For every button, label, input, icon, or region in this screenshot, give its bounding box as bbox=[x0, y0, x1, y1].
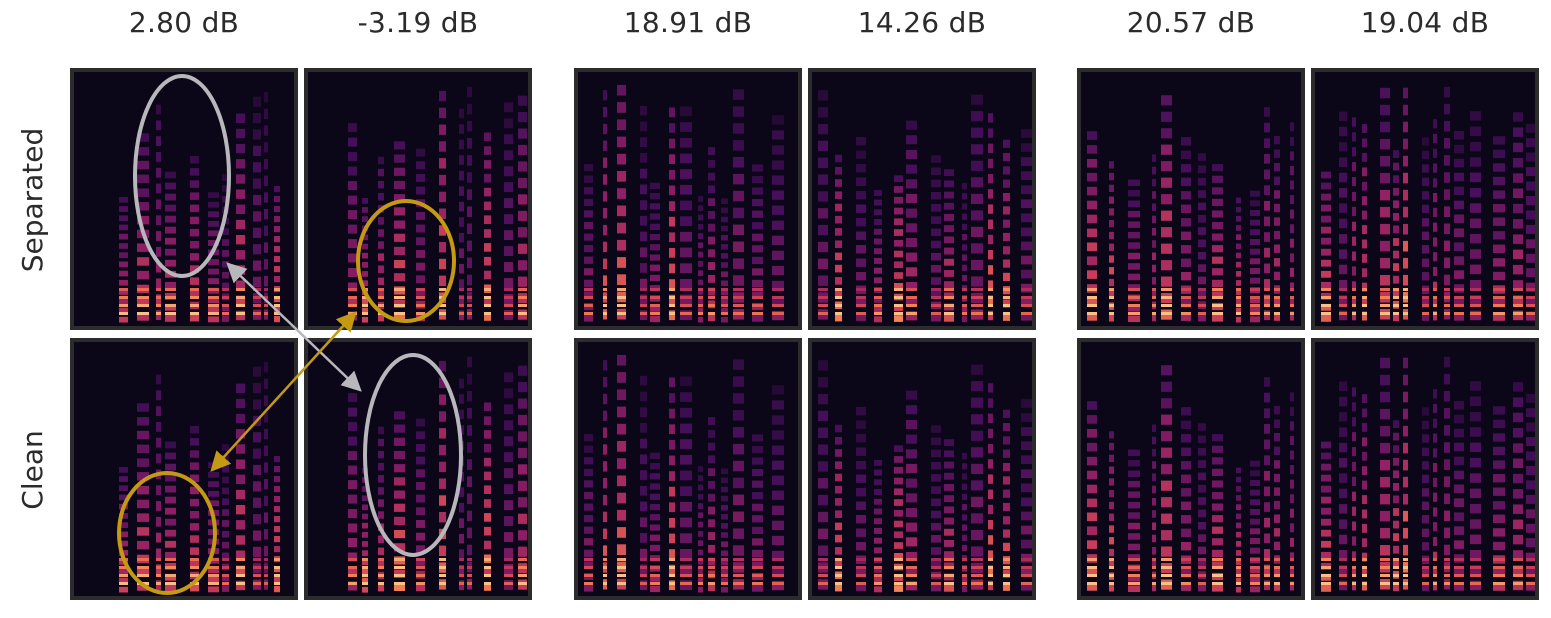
spectrogram-separated-3 bbox=[574, 68, 802, 330]
spectrogram-separated-5 bbox=[1077, 68, 1305, 330]
column-title-6: 19.04 dB bbox=[1360, 6, 1490, 39]
spectrogram-clean-5 bbox=[1077, 338, 1305, 600]
spectrogram-clean-4 bbox=[808, 338, 1036, 600]
column-title-2: -3.19 dB bbox=[357, 6, 479, 39]
row-label-clean: Clean bbox=[16, 430, 49, 510]
column-title-5: 20.57 dB bbox=[1126, 6, 1256, 39]
column-title-1: 2.80 dB bbox=[128, 6, 240, 39]
spectrogram-clean-1 bbox=[70, 338, 298, 600]
spectrogram-clean-3 bbox=[574, 338, 802, 600]
spectrogram-clean-2 bbox=[304, 338, 532, 600]
column-title-4: 14.26 dB bbox=[857, 6, 987, 39]
spectrogram-separated-1 bbox=[70, 68, 298, 330]
column-title-3: 18.91 dB bbox=[623, 6, 753, 39]
spectrogram-clean-6 bbox=[1311, 338, 1539, 600]
spectrogram-separated-2 bbox=[304, 68, 532, 330]
spectrogram-separated-6 bbox=[1311, 68, 1539, 330]
row-label-separated: Separated bbox=[16, 127, 49, 273]
spectrogram-separated-4 bbox=[808, 68, 1036, 330]
